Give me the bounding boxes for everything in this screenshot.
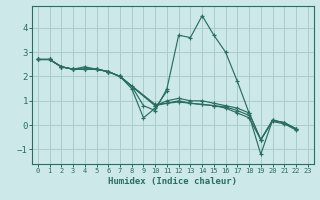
X-axis label: Humidex (Indice chaleur): Humidex (Indice chaleur) <box>108 177 237 186</box>
